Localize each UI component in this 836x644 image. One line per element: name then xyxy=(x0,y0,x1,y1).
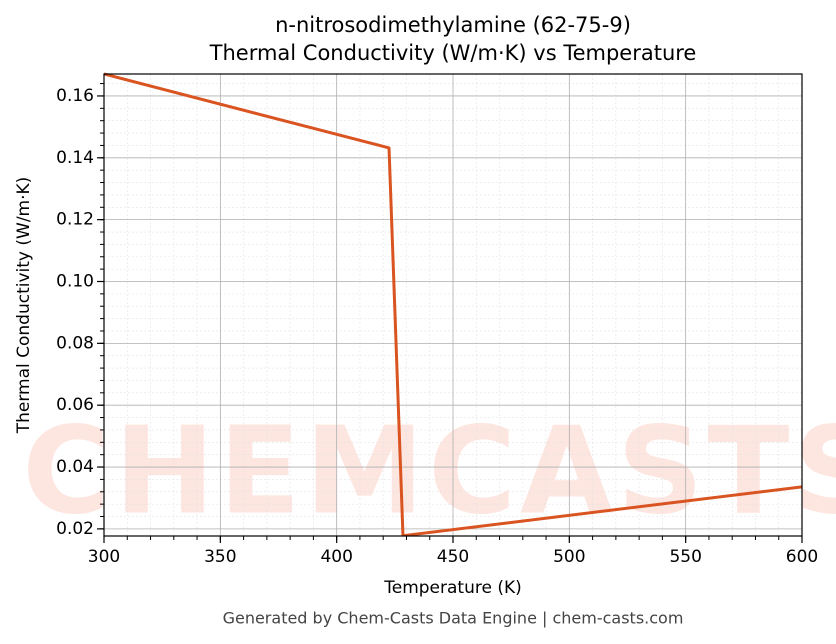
chart-subtitle: Thermal Conductivity (W/m·K) vs Temperat… xyxy=(209,41,697,65)
x-axis-label: Temperature (K) xyxy=(383,578,522,598)
y-tick-label: 0.02 xyxy=(56,519,94,539)
y-tick-label: 0.06 xyxy=(56,395,94,415)
x-tick-label: 500 xyxy=(553,547,585,567)
x-tick-label: 600 xyxy=(786,547,818,567)
plot-frame xyxy=(103,73,803,537)
y-tick-label: 0.16 xyxy=(56,86,94,106)
y-tick-label: 0.08 xyxy=(56,333,94,353)
y-tick-label: 0.04 xyxy=(56,457,94,477)
x-tick-label: 550 xyxy=(669,547,701,567)
data-line xyxy=(104,72,802,536)
y-tick-label: 0.10 xyxy=(56,271,94,291)
x-tick-label: 450 xyxy=(437,547,469,567)
footer: Generated by Chem-Casts Data Engine | ch… xyxy=(223,609,684,628)
chart-title: n-nitrosodimethylamine (62-75-9) xyxy=(275,13,631,37)
x-tick-label: 350 xyxy=(204,547,236,567)
watermark: CHEMCASTS xyxy=(22,403,836,542)
x-tick-label: 400 xyxy=(320,547,352,567)
x-tick-label: 300 xyxy=(88,547,120,567)
y-tick-label: 0.12 xyxy=(56,210,94,230)
y-axis-label: Thermal Conductivity (W/m·K) xyxy=(14,177,34,435)
y-tick-label: 0.14 xyxy=(56,148,94,168)
